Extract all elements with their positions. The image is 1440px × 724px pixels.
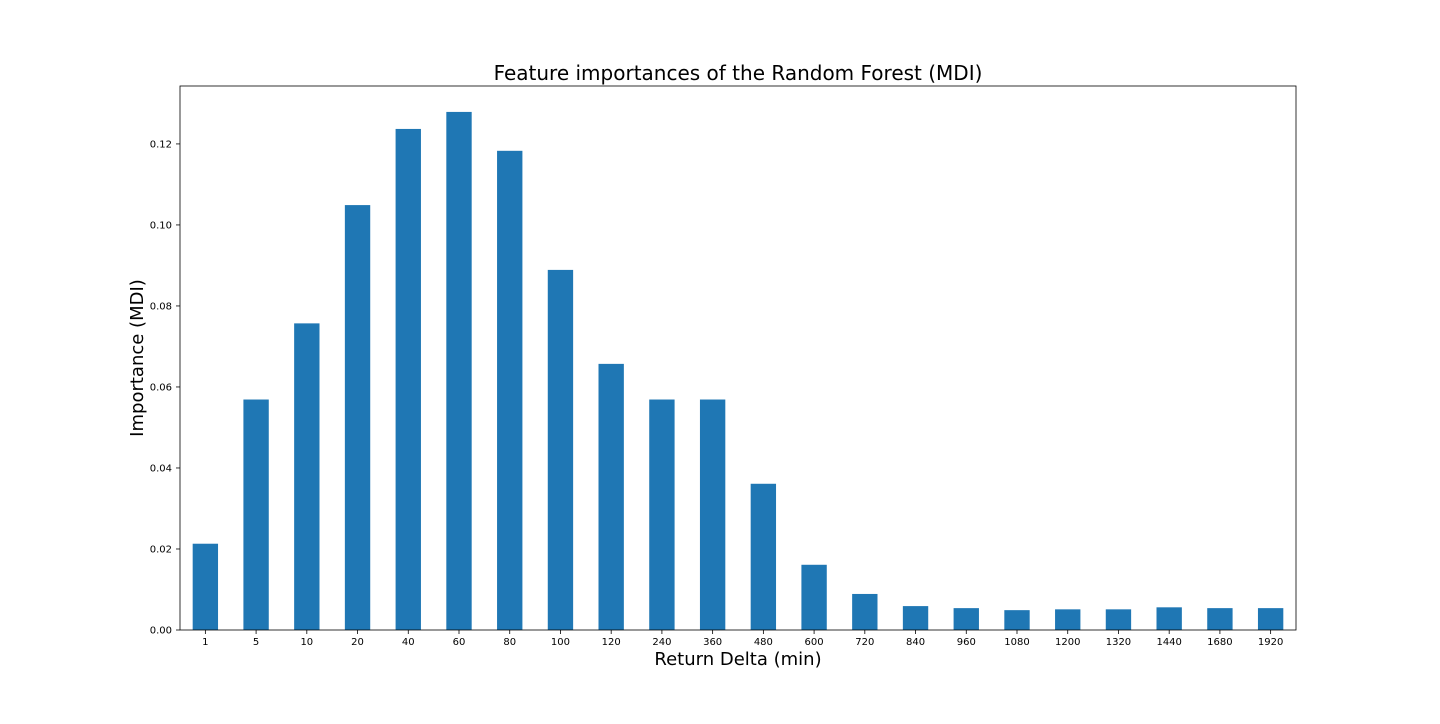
bar-1: [192, 543, 219, 630]
y-tick-label: 0.12: [150, 139, 172, 150]
bar-60: [446, 111, 472, 631]
x-tick-label: 960: [957, 637, 976, 648]
bar-40: [395, 128, 421, 630]
x-tick-label: 600: [805, 637, 824, 648]
x-tick-label: 480: [754, 637, 773, 648]
x-tick-label: 1: [202, 637, 208, 648]
y-tick-label: 0.02: [150, 544, 172, 555]
x-tick-label: 1440: [1156, 637, 1181, 648]
axes-layer: 1 5 10 20 40 60 80 100 120 240 360 480 600 720 840 960 1…: [150, 85, 1297, 648]
x-tick-label: 840: [906, 637, 925, 648]
plot-frame: [179, 85, 1297, 631]
x-tick-label: 360: [703, 637, 722, 648]
bar-960: [953, 608, 979, 630]
bar-100: [547, 269, 574, 630]
x-tick-label: 10: [300, 637, 313, 648]
y-axis-title: Importance (MDI): [127, 279, 148, 437]
y-tick-label: 0.00: [150, 626, 172, 637]
x-tick-label: 1320: [1106, 637, 1131, 648]
x-tick-label: 720: [855, 637, 874, 648]
bar-80: [497, 150, 523, 630]
x-tick-label: 1920: [1258, 637, 1283, 648]
bar-5: [243, 399, 269, 630]
x-tick-label: 240: [652, 637, 671, 648]
x-tick-label: 60: [453, 637, 466, 648]
bar-360: [699, 399, 726, 630]
bars-layer: [192, 111, 1284, 631]
x-tick-label: 1200: [1055, 637, 1080, 648]
bar-480: [750, 483, 777, 630]
bar-720: [852, 593, 878, 630]
y-tick-label: 0.08: [150, 301, 172, 312]
bar-1680: [1207, 608, 1233, 630]
x-tick-label: 100: [551, 637, 570, 648]
x-tick-label: 5: [253, 637, 259, 648]
y-tick-label: 0.10: [150, 220, 172, 231]
bar-20: [344, 205, 371, 630]
bar-840: [902, 606, 929, 630]
x-tick-label: 120: [602, 637, 621, 648]
bar-240: [649, 399, 675, 630]
bar-120: [598, 363, 624, 630]
chart-title: Feature importances of the Random Forest…: [494, 61, 983, 85]
bar-1320: [1105, 609, 1132, 630]
x-tick-label: 1080: [1004, 637, 1029, 648]
bar-600: [801, 564, 827, 630]
bar-1080: [1004, 610, 1030, 630]
bar-1440: [1156, 607, 1182, 630]
bar-1200: [1055, 609, 1081, 630]
x-tick-label: 40: [402, 637, 415, 648]
y-tick-label: 0.04: [150, 463, 172, 474]
x-tick-label: 20: [351, 637, 364, 648]
bar-1920: [1257, 608, 1284, 630]
bar-10: [294, 323, 320, 630]
y-tick-label: 0.06: [150, 382, 172, 393]
x-tick-label: 1680: [1207, 637, 1232, 648]
x-tick-label: 80: [503, 637, 516, 648]
x-axis-title: Return Delta (min): [654, 649, 821, 670]
